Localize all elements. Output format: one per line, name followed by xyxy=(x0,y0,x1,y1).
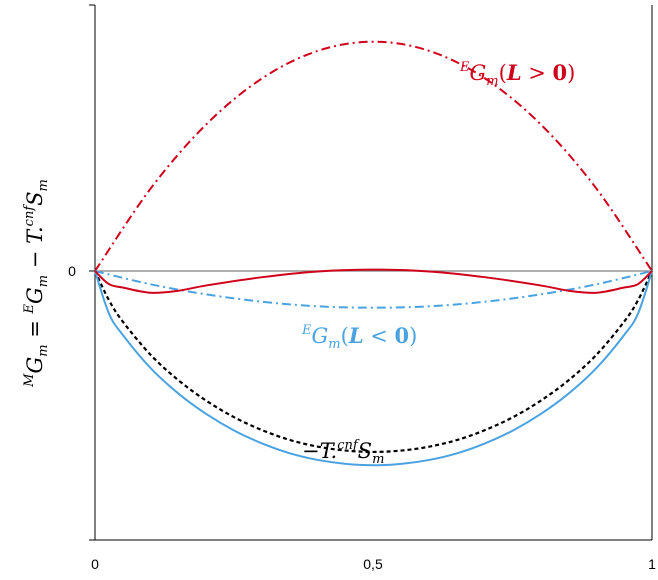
tick-labels: 0 0,5 1 0 xyxy=(68,263,656,572)
x-tick-label-1: 0,5 xyxy=(363,556,383,572)
series-line-mg_blue xyxy=(94,270,653,467)
x-tick-label-2: 1 xyxy=(648,556,656,572)
series-line-mg_red xyxy=(94,268,653,294)
x-tick-label-0: 0 xyxy=(91,556,99,572)
series-label-eg-pos: EGm(L > 0) xyxy=(459,60,575,89)
series-layer xyxy=(94,40,653,467)
series-label-ts: −T.cnfSm xyxy=(302,438,384,467)
series-line-eg_neg xyxy=(94,270,653,309)
series-line-ts xyxy=(94,270,653,454)
y-tick-label-0: 0 xyxy=(68,263,76,279)
series-line-eg_pos xyxy=(94,40,653,272)
series-label-eg-neg: EGm(L < 0) xyxy=(301,323,417,352)
y-axis-label: MGm = EGm − T.cnfSm xyxy=(22,179,51,388)
